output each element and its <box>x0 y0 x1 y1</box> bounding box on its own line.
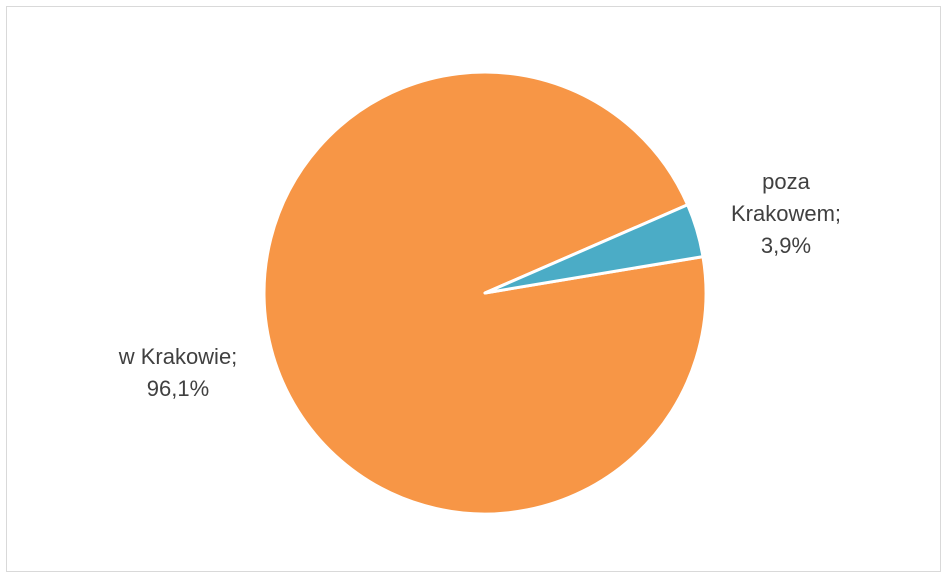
label-poza-krakowem-value: 3,9% <box>761 233 811 258</box>
label-w-krakowie-name: w Krakowie; <box>118 344 238 369</box>
pie-slice-poza-krakowem <box>483 203 705 295</box>
label-w-krakowie-value: 96,1% <box>147 376 209 401</box>
pie-slices <box>262 70 708 516</box>
label-poza-krakowem-line2: Krakowem; <box>731 201 841 226</box>
label-poza-krakowem-line1: poza <box>762 169 810 194</box>
